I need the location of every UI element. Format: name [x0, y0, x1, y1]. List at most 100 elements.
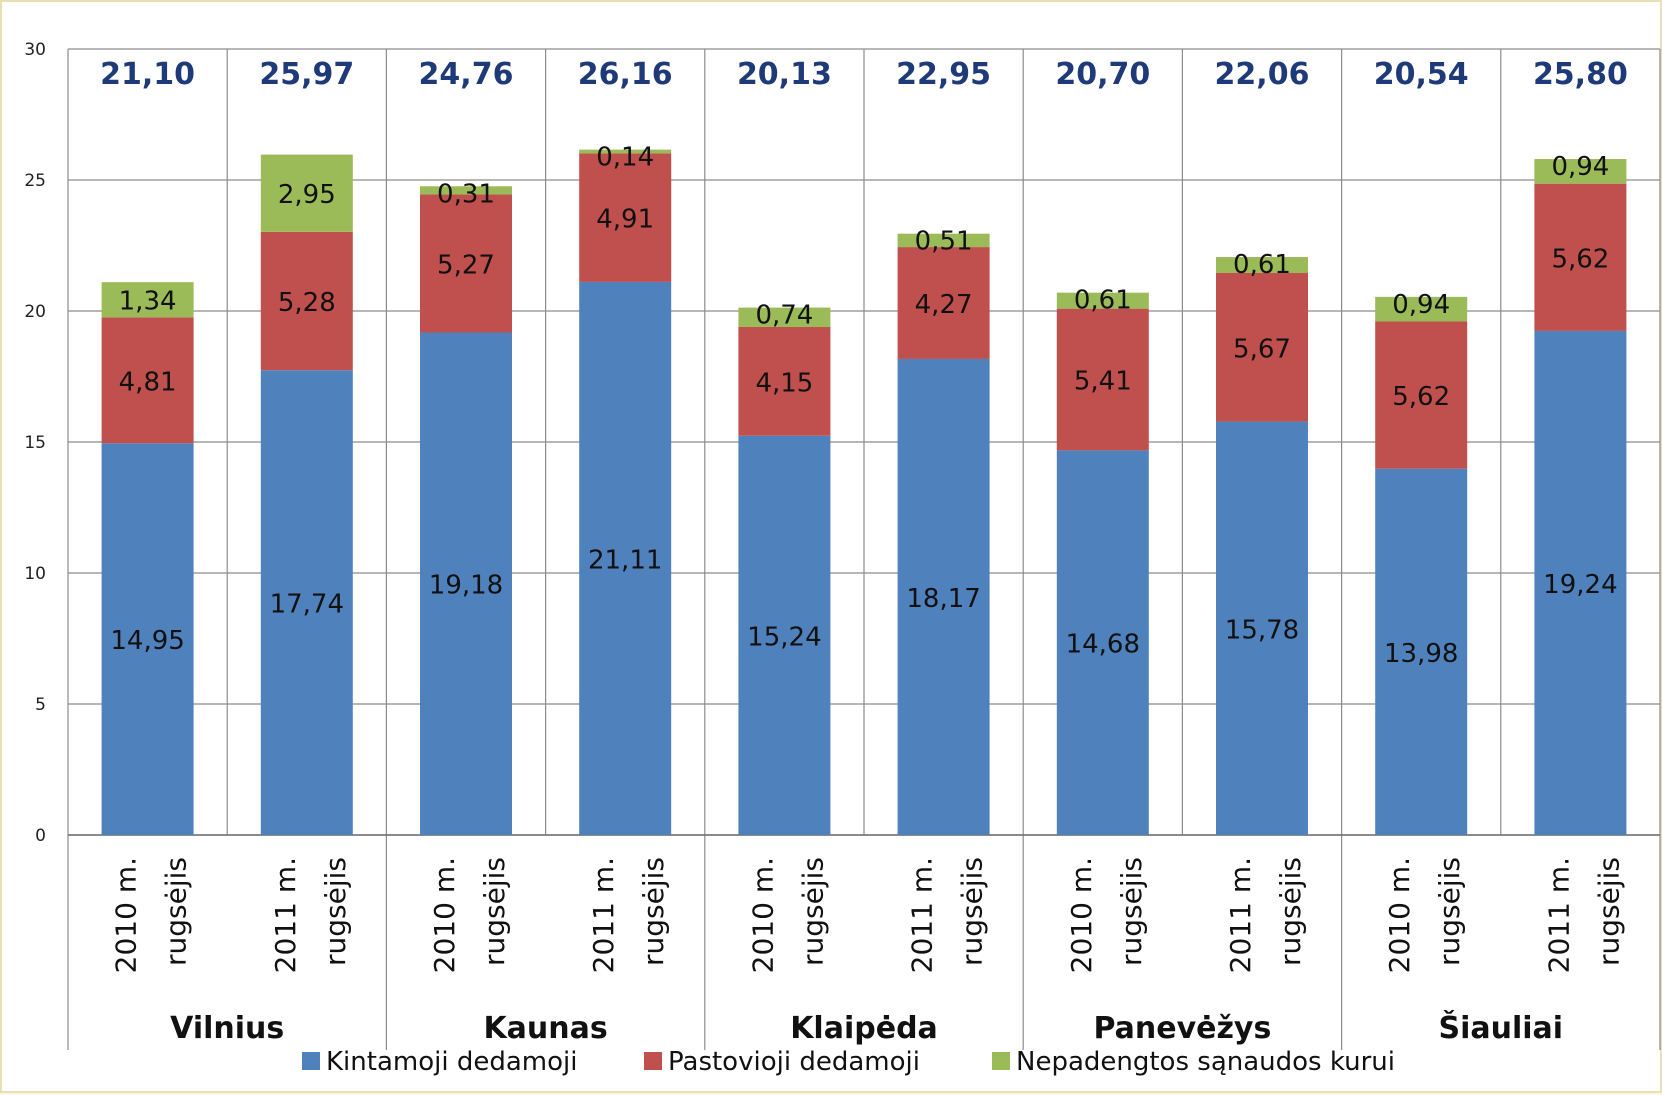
- data-label: 21,11: [588, 545, 662, 575]
- x-tick-label: rugsėjis: [319, 857, 352, 966]
- data-label: 0,14: [596, 143, 654, 173]
- data-label: 5,27: [437, 250, 495, 280]
- x-tick-label: 2011 m.: [906, 857, 939, 973]
- data-label: 19,24: [1543, 570, 1617, 600]
- data-label: 5,67: [1233, 334, 1291, 364]
- bar-segment: [1056, 308, 1149, 451]
- bar-segment: [1534, 330, 1627, 835]
- bar-segment: [738, 307, 831, 327]
- group-label: Kaunas: [483, 1011, 607, 1046]
- bar-segment: [420, 332, 512, 835]
- bar-segment: [1534, 159, 1627, 184]
- bar-segment: [420, 186, 512, 195]
- bar-segment: [101, 443, 194, 835]
- group-label: Vilnius: [170, 1011, 284, 1046]
- bar-segment: [1216, 421, 1308, 835]
- x-tick-label: 2010 m.: [746, 857, 779, 973]
- total-label: 22,06: [1215, 57, 1310, 92]
- bar-segment: [101, 317, 194, 444]
- data-label: 4,27: [915, 290, 973, 320]
- bar-segment: [260, 370, 353, 835]
- data-label: 0,31: [437, 179, 495, 209]
- bar-segment: [1216, 273, 1308, 422]
- data-label: 4,81: [119, 367, 177, 397]
- data-label: 14,68: [1066, 630, 1140, 660]
- bar-segment: [1056, 292, 1149, 309]
- legend-swatch: [302, 1052, 320, 1070]
- data-label: 1,34: [119, 287, 177, 317]
- bar-segment: [1534, 183, 1627, 331]
- x-tick-label: rugsėjis: [956, 857, 989, 966]
- data-label: 2,95: [278, 180, 336, 210]
- data-label: 19,18: [429, 571, 503, 601]
- bar-segment: [101, 282, 194, 318]
- data-label: 14,95: [110, 626, 184, 656]
- data-label: 0,94: [1392, 290, 1450, 320]
- legend-swatch: [992, 1052, 1010, 1070]
- y-tick-label: 10: [24, 564, 46, 584]
- y-tick-label: 30: [24, 40, 46, 60]
- y-tick-label: 15: [24, 433, 46, 453]
- x-tick-label: 2010 m.: [428, 857, 461, 973]
- data-label: 0,74: [755, 301, 813, 331]
- data-label: 15,78: [1225, 615, 1299, 645]
- total-label: 20,70: [1055, 57, 1150, 92]
- bar-segment: [738, 326, 831, 436]
- y-tick-label: 0: [35, 826, 46, 846]
- x-tick-label: 2011 m.: [1542, 857, 1575, 973]
- total-label: 21,10: [100, 57, 195, 92]
- x-tick-label: 2010 m.: [1383, 857, 1416, 973]
- y-tick-label: 25: [24, 171, 46, 191]
- total-label: 25,97: [259, 57, 354, 92]
- group-label: Šiauliai: [1439, 1009, 1564, 1046]
- bar-segment: [260, 154, 353, 232]
- total-label: 25,80: [1533, 57, 1628, 92]
- bar-segment: [579, 281, 672, 836]
- bar-segment: [1375, 321, 1468, 469]
- data-label: 0,51: [915, 227, 973, 257]
- data-label: 17,74: [270, 590, 344, 620]
- group-label: Klaipėda: [790, 1011, 938, 1046]
- x-tick-label: rugsėjis: [796, 857, 829, 966]
- total-label: 24,76: [419, 57, 514, 92]
- bar-segment: [1216, 257, 1308, 274]
- data-label: 4,91: [596, 205, 654, 235]
- bar-segment: [897, 358, 990, 835]
- data-label: 15,24: [747, 622, 821, 652]
- data-label: 0,61: [1233, 250, 1291, 280]
- total-label: 20,54: [1374, 57, 1469, 92]
- x-tick-label: 2011 m.: [1224, 857, 1257, 973]
- data-label: 0,94: [1551, 152, 1609, 182]
- bar-segment: [897, 233, 990, 248]
- data-label: 5,62: [1392, 382, 1450, 412]
- total-label: 20,13: [737, 57, 832, 92]
- x-tick-label: rugsėjis: [1274, 857, 1307, 966]
- legend-label: Pastovioji dedamoji: [668, 1047, 920, 1077]
- x-tick-label: rugsėjis: [637, 857, 670, 966]
- total-label: 22,95: [896, 57, 991, 92]
- data-label: 18,17: [906, 584, 980, 614]
- legend-label: Nepadengtos sąnaudos kurui: [1016, 1047, 1395, 1077]
- bar-segment: [420, 194, 512, 333]
- group-label: Panevėžys: [1093, 1011, 1271, 1046]
- x-tick-label: rugsėjis: [1433, 857, 1466, 966]
- y-tick-label: 5: [35, 695, 46, 715]
- bar-segment: [738, 435, 831, 835]
- bar-segment: [1375, 468, 1468, 835]
- x-tick-label: 2011 m.: [269, 857, 302, 973]
- bar-segment: [260, 231, 353, 371]
- x-tick-label: rugsėjis: [1115, 857, 1148, 966]
- bar-segment: [579, 149, 672, 154]
- y-tick-label: 20: [24, 302, 46, 322]
- legend-swatch: [644, 1052, 662, 1070]
- legend-label: Kintamoji dedamoji: [326, 1047, 577, 1077]
- x-tick-label: 2010 m.: [110, 857, 143, 973]
- data-label: 0,61: [1074, 286, 1132, 316]
- bar-segment: [897, 247, 990, 359]
- data-label: 5,41: [1074, 367, 1132, 397]
- bar-segment: [1375, 296, 1468, 322]
- total-label: 26,16: [578, 57, 673, 92]
- bar-segment: [1056, 450, 1149, 835]
